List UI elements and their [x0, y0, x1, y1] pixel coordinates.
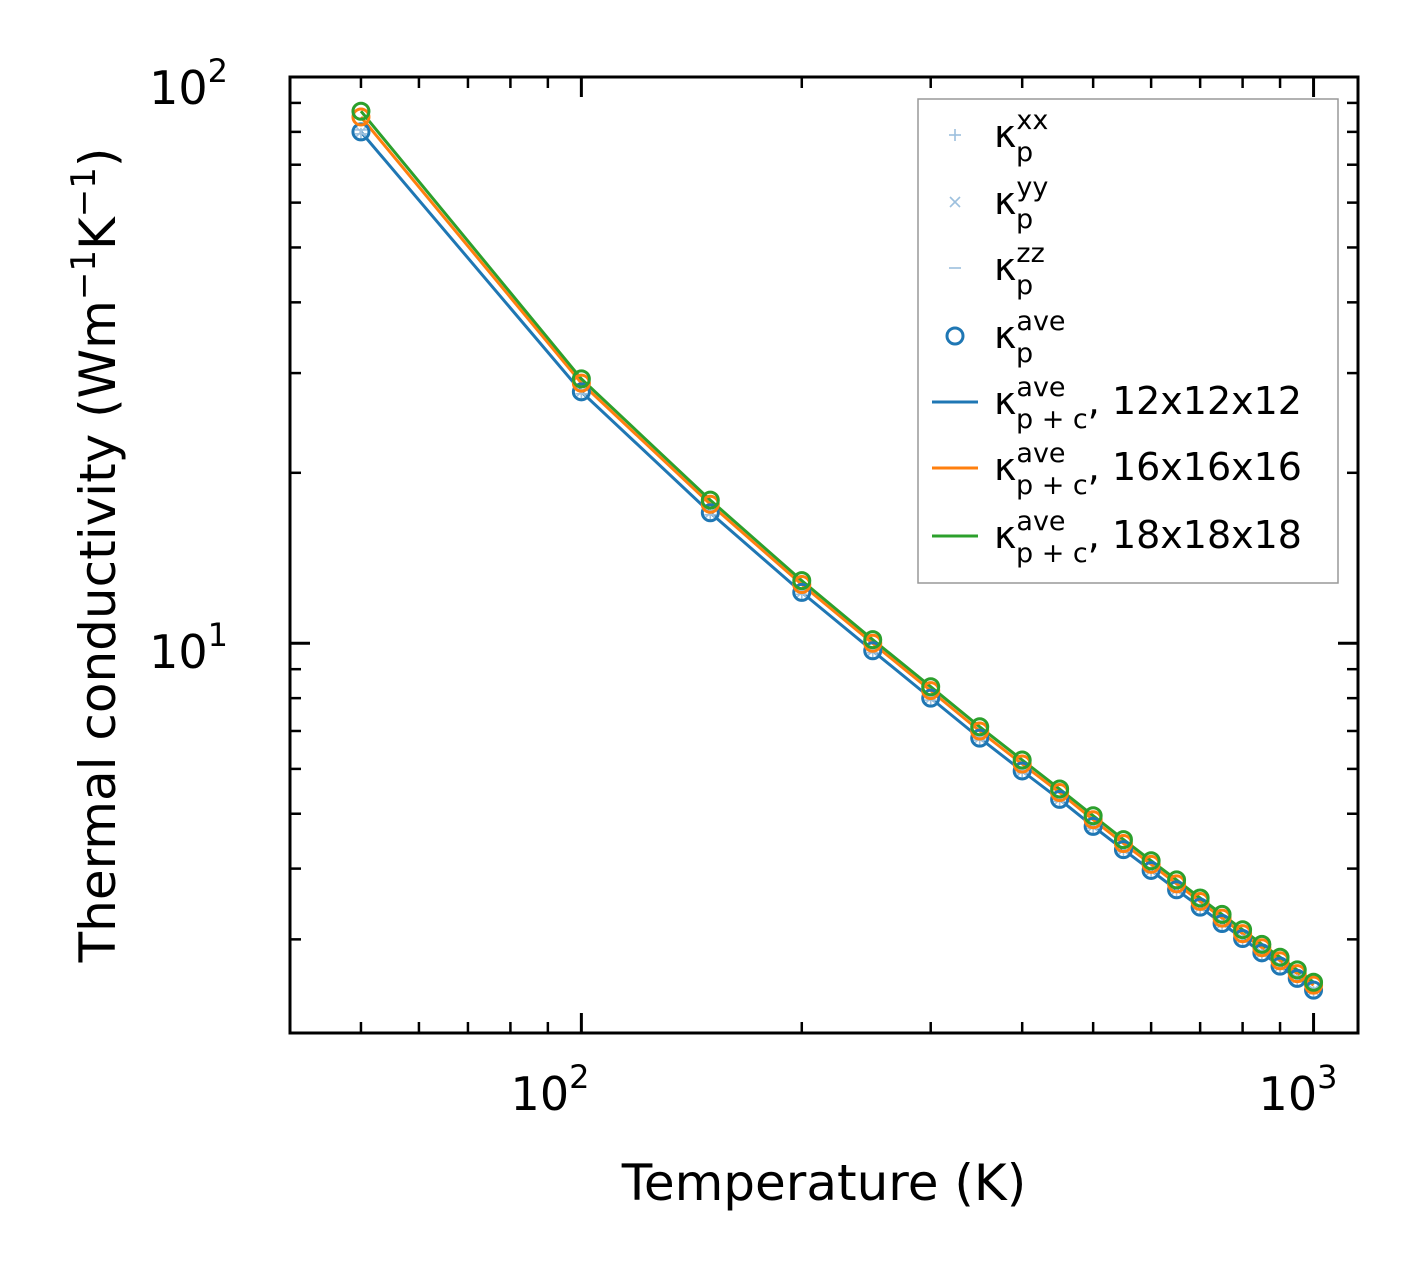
series-0-point: [1212, 913, 1232, 933]
series-2-point: [700, 490, 720, 510]
series-0-point: [571, 382, 591, 402]
series-0-point: [921, 688, 941, 708]
series-0-point: [1113, 840, 1133, 860]
x-tick-label-100: 102: [511, 1058, 590, 1121]
series-2-point: [1167, 870, 1187, 890]
legend-label: κave p + c, 18x18x18: [994, 506, 1302, 569]
series-2-point: [921, 677, 941, 697]
series-2-point: [1252, 934, 1272, 954]
legend-x-marker-b: [949, 196, 961, 208]
legend-item-1: κyy p: [949, 172, 1048, 235]
series-2-point: [1012, 750, 1032, 770]
plot-frame: [288, 75, 1360, 1035]
x-tick-label-1000: 103: [1259, 1058, 1338, 1121]
legend-label: κave p: [994, 306, 1066, 369]
kappa-yy-marker-b: [355, 126, 367, 138]
series-0-point: [1141, 860, 1161, 880]
legend-label: κave p + c, 16x16x16: [994, 438, 1302, 501]
series-2-point: [1190, 888, 1210, 908]
legend-label: κzz p: [994, 238, 1045, 301]
series-2-point: [1212, 904, 1232, 924]
series-2-point: [1141, 851, 1161, 871]
y-tick-label-10: 101: [149, 616, 228, 679]
series-2-point: [1050, 779, 1070, 799]
legend-frame: [917, 98, 1339, 584]
series-markers: [351, 101, 1324, 1000]
legend-label: κave p + c, 12x12x12: [994, 372, 1302, 435]
legend-label: κyy p: [994, 172, 1048, 235]
series-2-point: [792, 571, 812, 591]
series-0-point: [863, 641, 883, 661]
y-axis-label: Thermal conductivity (Wm−1K−1): [64, 148, 127, 964]
series-2-point: [970, 717, 990, 737]
x-axis-label: Temperature (K): [621, 1154, 1026, 1212]
y-tick-label-100: 102: [149, 52, 228, 115]
series-0-point: [1012, 761, 1032, 781]
series-2-point: [571, 369, 591, 389]
series-2-point: [1113, 830, 1133, 850]
series-0-point: [1050, 789, 1070, 809]
series-1-point: [351, 107, 371, 127]
legend-circle-marker: [945, 326, 965, 346]
legend-label: κxx p: [994, 105, 1048, 168]
series-2-point: [1233, 920, 1253, 940]
series-2-point: [351, 101, 371, 121]
series-2-point: [1287, 960, 1307, 980]
series-0-point: [1252, 943, 1272, 963]
legend-item-3: κave p: [945, 306, 1066, 369]
x-tick-labels: 102 103: [511, 1058, 1338, 1121]
legend-item-2: κzz p: [949, 238, 1045, 301]
series-0-point: [1190, 897, 1210, 917]
legend-item-6: κave p + c, 18x18x18: [932, 506, 1302, 569]
series-0-point: [1083, 816, 1103, 836]
y-tick-labels: 101 102: [149, 52, 228, 679]
legend-item-0: κxx p: [949, 105, 1048, 168]
series-2-point: [1270, 947, 1290, 967]
series-0-point: [792, 582, 812, 602]
series-2-point: [863, 630, 883, 650]
series-0-point: [1270, 956, 1290, 976]
series-2-point: [1304, 972, 1324, 992]
series-0-point: [1167, 880, 1187, 900]
series-2-point: [1083, 806, 1103, 826]
series-0-point: [700, 503, 720, 523]
legend-item-5: κave p + c, 16x16x16: [932, 438, 1302, 501]
series-0-point: [970, 728, 990, 748]
component-markers-point: [354, 126, 367, 140]
legend-item-4: κave p + c, 12x12x12: [932, 372, 1302, 435]
